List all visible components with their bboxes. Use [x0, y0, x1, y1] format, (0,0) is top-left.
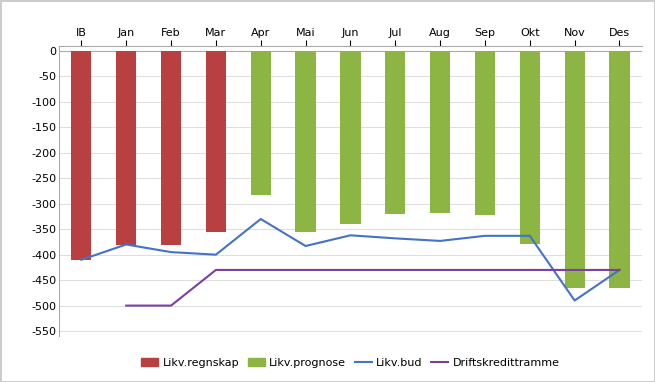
Bar — [295, 51, 316, 232]
Bar — [430, 51, 450, 213]
Bar — [341, 51, 360, 224]
Bar — [116, 51, 136, 246]
Bar — [475, 51, 495, 215]
Bar — [161, 51, 181, 246]
Bar — [565, 51, 585, 288]
Bar — [385, 51, 405, 214]
Legend: Likv.regnskap, Likv.prognose, Likv.bud, Driftskredittramme: Likv.regnskap, Likv.prognose, Likv.bud, … — [137, 353, 564, 372]
Bar — [251, 51, 271, 194]
Bar — [519, 51, 540, 244]
Bar — [71, 51, 92, 260]
Bar — [609, 51, 629, 288]
Bar — [206, 51, 226, 232]
